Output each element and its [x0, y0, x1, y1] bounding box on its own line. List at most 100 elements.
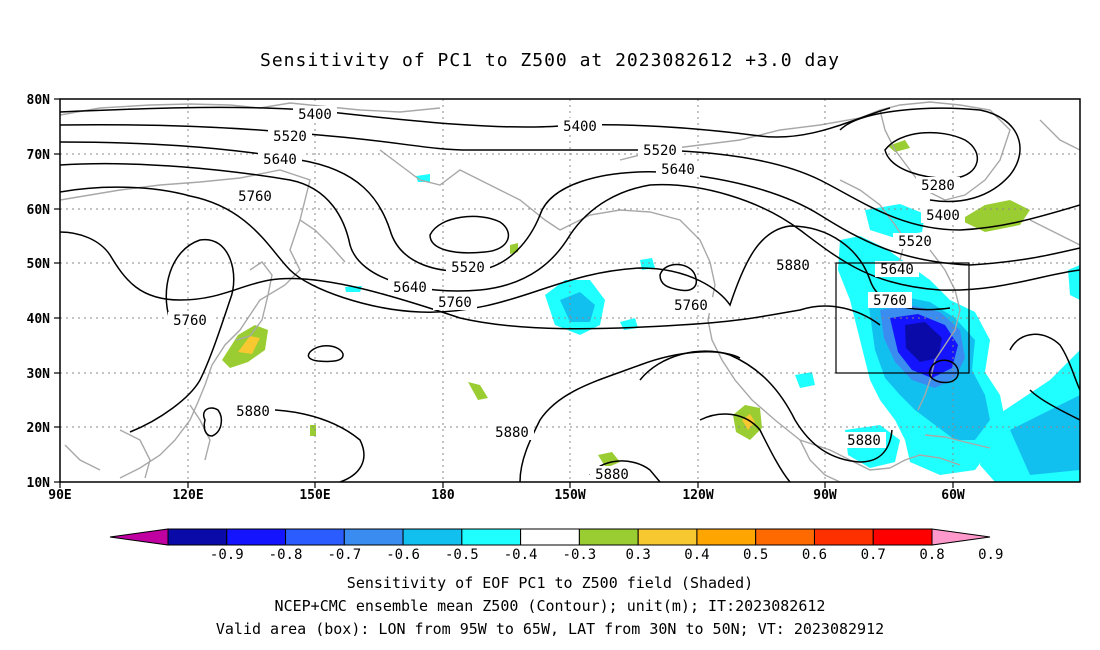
colorbar-swatch: [872, 528, 933, 546]
colorbar-swatch: [696, 528, 757, 546]
shade-plus-03-pac: [598, 452, 620, 468]
axis-ticks: [54, 98, 954, 488]
colorbar-swatch: [520, 528, 580, 546]
colorbar-tick-label: 0.6: [802, 547, 827, 563]
shade-minus-04-npac3: [640, 258, 655, 270]
lat-tick-label: 70N: [27, 148, 51, 163]
colorbar-swatch: [813, 528, 874, 546]
contour-label: 5640: [258, 151, 302, 168]
lon-tick-label: 120W: [682, 488, 713, 503]
colorbar-tick-label: 0.8: [919, 547, 944, 563]
colorbar-swatch: [167, 528, 228, 546]
caption-valid-area: Valid area (box): LON from 95W to 65W, L…: [215, 620, 885, 638]
colorbar-swatch: [755, 528, 815, 546]
colorbar-swatch: [637, 528, 698, 546]
contour-labels: 5400 5520 5640 5760 5760 5400 5520 5640 …: [168, 106, 965, 483]
lat-axis-labels: 80N 70N 60N 50N 40N 30N 20N 10N: [27, 93, 51, 491]
colorbar-tick-label: -0.3: [563, 547, 597, 563]
svg-text:5400: 5400: [563, 119, 597, 135]
lat-tick-label: 50N: [27, 257, 51, 272]
contour-label: 5400: [293, 106, 337, 123]
svg-text:5880: 5880: [495, 425, 529, 441]
caption-shading: Sensitivity of EOF PC1 to Z500 field (Sh…: [346, 574, 754, 592]
svg-text:5520: 5520: [273, 129, 307, 145]
colorbar-swatch: [578, 528, 639, 546]
shade-minus-04-hudson: [865, 204, 925, 238]
svg-text:5640: 5640: [263, 152, 297, 168]
shade-minus-04-e: [1068, 265, 1080, 300]
contour-label: 5640: [875, 261, 919, 278]
shade-minus-05-atl: [1010, 395, 1080, 475]
contour-label: 5880: [842, 432, 886, 449]
lat-tick-label: 30N: [27, 367, 51, 382]
svg-text:5880: 5880: [847, 433, 881, 449]
contour-label: 5760: [168, 312, 212, 329]
lat-tick-label: 20N: [27, 421, 51, 436]
contour-label: 5880: [771, 257, 815, 274]
lat-tick-label: 80N: [27, 93, 51, 108]
shade-minus-05-npac: [560, 292, 595, 322]
svg-text:5880: 5880: [776, 258, 810, 274]
colorbar-extend-high: [931, 528, 991, 546]
contour-label: 5760: [233, 188, 277, 205]
lon-tick-label: 90W: [813, 488, 837, 503]
lon-axis-labels: 90E 120E 150E 180 150W 120W 90W 60W: [48, 488, 965, 503]
svg-text:5760: 5760: [674, 298, 708, 314]
contour-label: 5520: [638, 142, 682, 159]
svg-text:5640: 5640: [661, 162, 695, 178]
svg-text:5760: 5760: [438, 295, 472, 311]
svg-text:5760: 5760: [873, 293, 907, 309]
colorbar-tick-label: -0.5: [445, 547, 479, 563]
shade-minus-04-ebaja: [795, 372, 815, 388]
shade-minus-08-na: [905, 322, 942, 362]
lon-tick-label: 90E: [48, 488, 71, 503]
contour-label: 5640: [388, 279, 432, 296]
svg-text:5760: 5760: [238, 189, 272, 205]
svg-text:5400: 5400: [926, 208, 960, 224]
contour-label: 5280: [916, 177, 960, 194]
colorbar-swatch: [402, 528, 463, 546]
caption-contour: NCEP+CMC ensemble mean Z500 (Contour); u…: [274, 597, 826, 615]
colorbar-swatch: [226, 528, 287, 546]
colorbar-tick-label: -0.6: [386, 547, 420, 563]
svg-text:5880: 5880: [595, 467, 629, 483]
map-title: Sensitivity of PC1 to Z500 at 2023082612…: [259, 50, 840, 71]
svg-text:5880: 5880: [236, 404, 270, 420]
shade-plus-03-arctic: [888, 140, 910, 152]
shade-plus-03-phil: [310, 425, 316, 436]
lon-tick-label: 120E: [172, 488, 203, 503]
contour-label: 5760: [868, 292, 912, 309]
contour-label: 5640: [656, 161, 700, 178]
colorbar-tick-label: 0.5: [743, 547, 768, 563]
contour-label: 5760: [669, 297, 713, 314]
contour-label: 5880: [490, 424, 534, 441]
colorbar-tick-label: -0.7: [327, 547, 361, 563]
lat-tick-label: 40N: [27, 312, 51, 327]
contour-label: 5880: [590, 466, 634, 483]
contour-label: 5880: [231, 403, 275, 420]
lat-tick-label: 60N: [27, 203, 51, 218]
contour-label: 5760: [433, 294, 477, 311]
shade-plus-04-japan: [238, 336, 260, 354]
colorbar-tick-label: 0.7: [861, 547, 886, 563]
lat-tick-label: 10N: [27, 476, 51, 491]
lon-tick-label: 180: [431, 488, 455, 503]
colorbar-extend-low: [109, 528, 169, 546]
contour-label: 5520: [268, 128, 312, 145]
colorbar-tick-label: -0.4: [504, 547, 538, 563]
contour-label: 5400: [921, 207, 965, 224]
colorbar-tick-label: 0.4: [684, 547, 709, 563]
svg-text:5520: 5520: [451, 260, 485, 276]
lon-tick-label: 60W: [941, 488, 965, 503]
svg-text:5520: 5520: [643, 143, 677, 159]
colorbar-swatch: [285, 528, 345, 546]
valid-area-box: [835, 262, 970, 374]
shade-plus-03-greenland: [960, 200, 1030, 232]
svg-text:5280: 5280: [921, 178, 955, 194]
svg-text:5640: 5640: [880, 262, 914, 278]
svg-text:5760: 5760: [173, 313, 207, 329]
colorbar-tick-label: 0.3: [626, 547, 651, 563]
colorbar-tick-label: -0.9: [210, 547, 244, 563]
svg-text:5520: 5520: [898, 234, 932, 250]
